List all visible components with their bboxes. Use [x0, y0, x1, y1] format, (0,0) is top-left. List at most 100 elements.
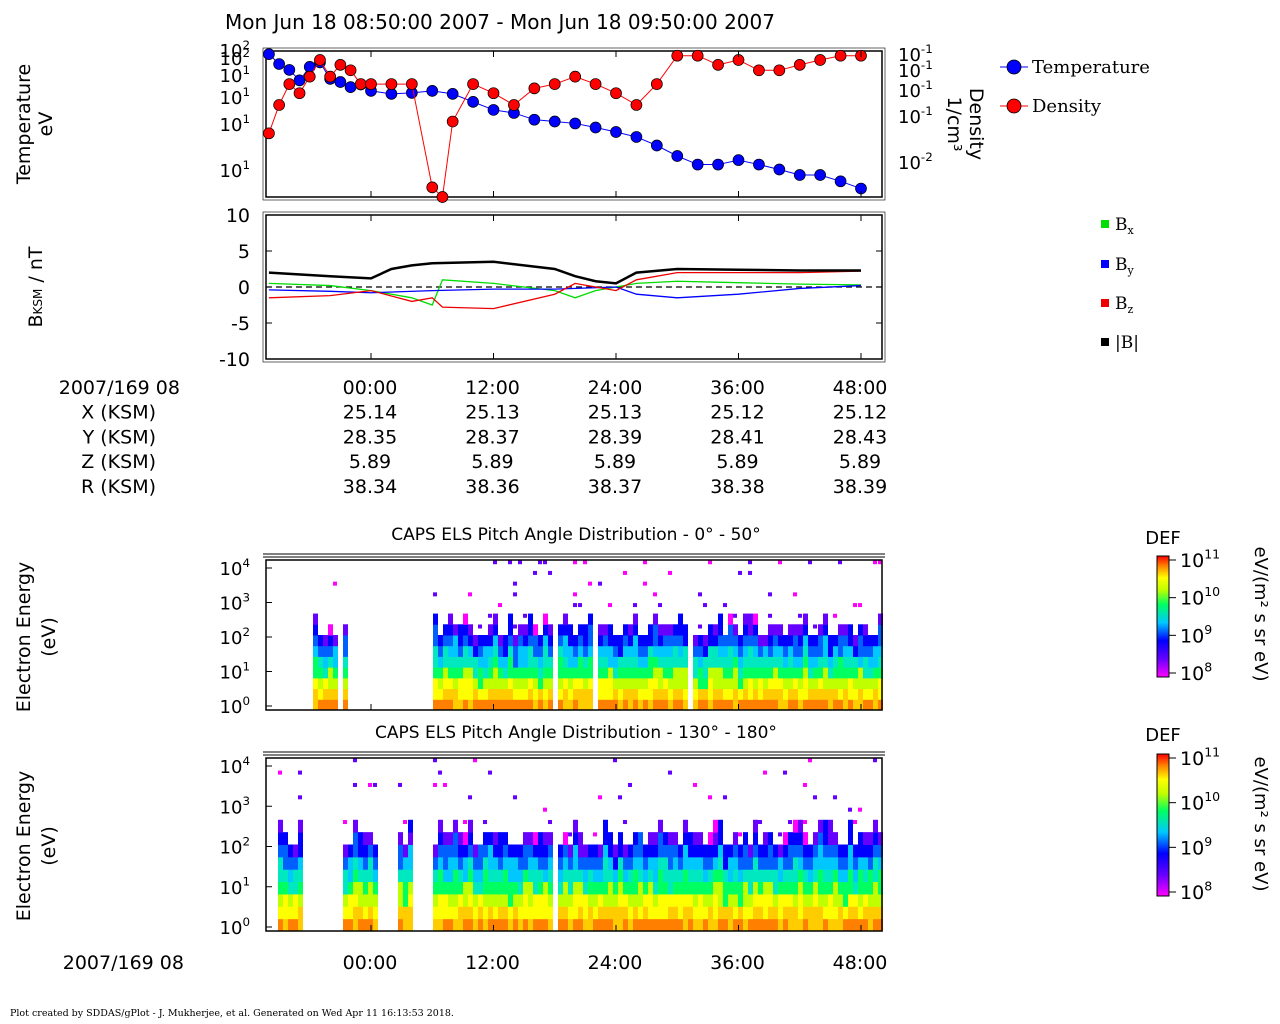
- spectrogram-cell: [723, 688, 728, 700]
- spectrogram-cell: [483, 820, 487, 825]
- bottom-axis-tick-label: 24:00: [588, 952, 643, 974]
- spectrogram-cell: [688, 918, 693, 932]
- spectrogram-cell: [653, 893, 658, 907]
- spectrogram-cell: [808, 869, 813, 883]
- spectrogram-2-title: CAPS ELS Pitch Angle Distribution - 130°…: [375, 723, 777, 743]
- spectrogram-cell: [373, 869, 378, 883]
- spectrogram-cell: [743, 699, 748, 711]
- spectrogram-cell: [518, 656, 523, 668]
- spectrogram-cell: [683, 699, 688, 711]
- spectrogram-cell: [833, 656, 838, 668]
- spectrogram-cell: [513, 624, 517, 629]
- spectrogram-cell: [833, 688, 838, 700]
- spectrogram-cell: [858, 881, 863, 895]
- spectrogram-cell: [718, 832, 723, 845]
- spectrogram-cell: [663, 635, 668, 647]
- spectrogram-cell: [523, 881, 528, 895]
- spectrogram-cell: [463, 918, 468, 932]
- temperature-marker: [610, 126, 622, 138]
- spectrogram-cell: [628, 881, 633, 895]
- ephemeris-row-label: Z (KSM): [81, 451, 156, 473]
- spectrogram-cell: [743, 613, 748, 625]
- spectrogram-cell: [533, 856, 538, 870]
- spectrogram-cell: [573, 881, 578, 895]
- density-marker: [814, 54, 827, 66]
- spectrogram-cell: [618, 645, 623, 657]
- spectrogram-cell: [533, 844, 538, 858]
- spectrogram-cell: [618, 832, 623, 845]
- spectrogram-cell: [563, 856, 568, 870]
- spectrogram-cell: [868, 844, 873, 858]
- spectrogram-cell: [343, 635, 348, 647]
- spectrogram-cell: [348, 893, 353, 907]
- spectrogram-cell: [658, 624, 663, 636]
- spectrogram-cell: [718, 856, 723, 870]
- spectrogram-cell: [503, 677, 508, 690]
- spectrogram-cell: [608, 699, 613, 711]
- spectrogram-cell: [693, 832, 698, 845]
- spectrogram-cell: [623, 881, 628, 895]
- spectrogram-cell: [848, 819, 853, 833]
- spectrogram-cell: [508, 881, 513, 895]
- spectrogram-cell: [853, 844, 858, 858]
- spectrogram-cell: [673, 881, 678, 895]
- spectrogram-cell: [788, 832, 793, 845]
- spectrogram-cell: [773, 656, 778, 668]
- spectrogram-cell: [623, 893, 628, 907]
- spectrogram-cell: [608, 677, 613, 690]
- spectrogram-cell: [583, 893, 588, 907]
- spectrogram-cell: [493, 645, 498, 657]
- spectrogram-cell: [773, 688, 778, 700]
- spectrogram-cell: [658, 635, 663, 647]
- spectrogram-cell: [433, 688, 438, 700]
- spectrogram-cell: [283, 881, 288, 895]
- spectrogram-cell: [648, 844, 653, 858]
- spectrogram-cell: [463, 699, 468, 711]
- spectrogram-cell: [728, 656, 733, 668]
- spectrogram-cell: [468, 795, 472, 800]
- spectrogram-cell: [613, 856, 618, 870]
- spectrogram-cell: [738, 635, 743, 647]
- spectrogram-cell: [608, 603, 612, 608]
- spectrogram-cell: [488, 677, 493, 690]
- spectrogram-cell: [398, 832, 403, 845]
- spectrogram-cell: [598, 893, 603, 907]
- spectrogram-cell: [513, 918, 518, 932]
- spectrogram-cell: [783, 869, 788, 883]
- density-tick-label: 10-1: [898, 104, 933, 128]
- spectrogram-cell: [733, 881, 738, 895]
- density-marker: [487, 87, 500, 100]
- spectrogram-cell: [678, 656, 683, 668]
- spectrogram-cell: [848, 807, 852, 812]
- spectrogram-cell: [768, 667, 773, 679]
- spectrogram-cell: [503, 635, 508, 647]
- spectrogram-cell: [288, 906, 293, 920]
- spectrogram-cell: [493, 688, 498, 700]
- spectrogram-cell: [453, 856, 458, 870]
- spectrogram-cell: [608, 856, 613, 870]
- spectrogram-cell: [873, 881, 878, 895]
- spectrogram-cell: [623, 645, 628, 657]
- spectrogram-cell: [293, 918, 298, 932]
- spectrogram-cell: [548, 820, 552, 825]
- temperature-marker: [753, 158, 765, 171]
- spectrogram-cell: [623, 856, 628, 870]
- spectrogram-cell: [723, 699, 728, 711]
- spectrogram-cell: [648, 832, 653, 845]
- spectrogram-cell: [783, 770, 787, 775]
- spectrogram-cell: [778, 560, 782, 565]
- spectrogram-cell: [613, 844, 618, 858]
- spectrogram-cell: [853, 656, 858, 668]
- spectrogram-cell: [323, 667, 328, 679]
- colorbar-tick-label: 108: [1180, 659, 1212, 685]
- spectrogram-cell: [638, 645, 643, 657]
- spectrogram-cell: [678, 677, 683, 690]
- spectrogram-cell: [478, 624, 482, 629]
- spectrogram-cell: [718, 918, 723, 932]
- colorbar-tick-label: 1011: [1180, 546, 1220, 572]
- spectrogram-cell: [348, 856, 353, 870]
- spectrogram-cell: [803, 856, 808, 870]
- spectrogram-cell: [573, 688, 578, 700]
- spectrogram-cell: [443, 667, 448, 679]
- spectrogram-cell: [503, 645, 508, 657]
